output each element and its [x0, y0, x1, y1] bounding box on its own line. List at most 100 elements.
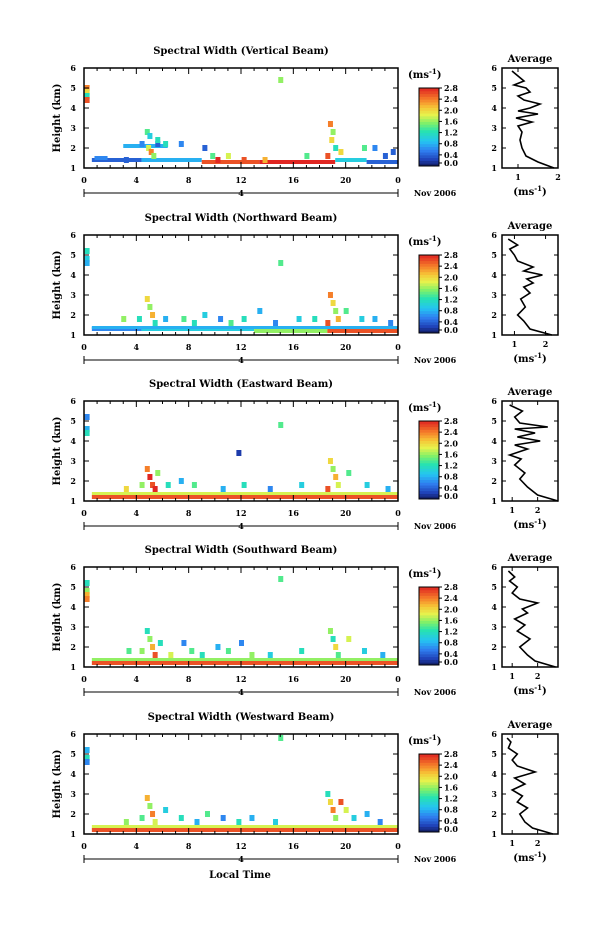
- data-cell: [152, 320, 158, 326]
- colorbar-segment: [419, 129, 439, 134]
- colorbar-segment: [419, 645, 439, 649]
- profile-frame: [501, 234, 559, 336]
- colorbar-segment: [419, 268, 439, 273]
- colorbar-segment: [419, 280, 439, 284]
- colorbar-segment: [419, 319, 439, 323]
- data-cell: [218, 316, 224, 322]
- profile-title: Average: [507, 54, 553, 65]
- date-tick-label: 4: [238, 355, 244, 365]
- data-cell: [338, 149, 344, 155]
- colorbar-segment: [419, 257, 439, 262]
- colorbar-segment: [419, 299, 439, 303]
- profile-line: [507, 238, 553, 336]
- data-cell: [84, 596, 90, 602]
- panel-5: Spectral Width (Westward Beam)123456Heig…: [52, 712, 559, 864]
- colorbar-segment: [419, 767, 439, 772]
- profile-line: [511, 70, 555, 169]
- colorbar-segment: [419, 143, 439, 147]
- data-cell: [333, 644, 339, 650]
- x-tick-label: 12: [235, 841, 246, 851]
- data-cell: [121, 316, 127, 322]
- data-band: [91, 492, 398, 495]
- data-cell: [215, 157, 221, 163]
- profile-x-tick-label: 2: [535, 671, 541, 681]
- x-tick-label: 0: [395, 841, 401, 851]
- data-cell: [84, 248, 90, 254]
- date-label: Nov 2006: [414, 854, 457, 864]
- data-cell: [84, 89, 90, 95]
- colorbar-segment: [419, 620, 439, 624]
- data-cell: [299, 648, 305, 654]
- data-cell: [278, 422, 284, 428]
- y-tick-label: 5: [70, 582, 76, 592]
- colorbar-tick-label: 2.4: [444, 427, 458, 437]
- colorbar-tick-label: 0.4: [444, 649, 458, 659]
- data-cell: [377, 819, 383, 825]
- colorbar-tick-label: 2.0: [444, 604, 458, 614]
- colorbar-tick-label: 1.6: [444, 283, 458, 293]
- x-tick-label: 20: [340, 175, 352, 185]
- data-cell: [296, 316, 302, 322]
- plot-frame: [83, 67, 399, 169]
- colorbar-tick-label: 2.0: [444, 105, 458, 115]
- profile-y-tick-label: 1: [491, 330, 497, 340]
- colorbar-tick-label: 2.4: [444, 261, 458, 271]
- colorbar-segment: [419, 820, 439, 825]
- x-tick-label: 0: [81, 175, 87, 185]
- data-cell: [390, 149, 396, 155]
- x-tick-label: 8: [186, 841, 192, 851]
- colorbar-segment: [419, 617, 439, 621]
- data-cell: [225, 153, 231, 159]
- data-cell: [147, 133, 153, 139]
- data-cell: [220, 815, 226, 821]
- colorbar-segment: [419, 454, 439, 458]
- data-cell: [194, 819, 200, 825]
- data-cell: [165, 482, 171, 488]
- colorbar-segment: [419, 598, 439, 602]
- colorbar-segment: [419, 770, 439, 774]
- panel-1: Spectral Width (Vertical Beam)123456Heig…: [52, 46, 561, 198]
- colorbar-segment: [419, 140, 439, 145]
- colorbar-segment: [419, 101, 439, 106]
- data-cell: [163, 316, 169, 322]
- data-band: [201, 160, 260, 164]
- profile-y-tick-label: 3: [491, 789, 497, 799]
- profile-y-tick-label: 5: [491, 582, 497, 592]
- data-cell: [335, 482, 341, 488]
- profile-x-tick-label: 2: [535, 505, 541, 515]
- colorbar-unit: (ms-1): [408, 733, 441, 747]
- colorbar-segment: [419, 826, 439, 830]
- data-cell: [126, 648, 132, 654]
- colorbar-segment: [419, 121, 439, 125]
- data-cell: [361, 145, 367, 151]
- data-cell: [273, 320, 279, 326]
- colorbar-segment: [419, 759, 439, 763]
- data-cell: [139, 648, 145, 654]
- data-cell: [327, 458, 333, 464]
- colorbar-tick-label: 0.4: [444, 150, 458, 160]
- x-tick-label: 0: [395, 508, 401, 518]
- colorbar-segment: [419, 432, 439, 436]
- plot-frame: [83, 234, 399, 336]
- data-cell: [325, 153, 331, 159]
- colorbar-tick-label: 0.8: [444, 638, 458, 648]
- data-cell: [155, 470, 161, 476]
- colorbar-segment: [419, 603, 439, 607]
- colorbar-tick-label: 0.0: [444, 657, 458, 667]
- panel-title: Spectral Width (Westward Beam): [148, 712, 335, 723]
- colorbar-segment: [419, 260, 439, 264]
- data-cell: [139, 482, 145, 488]
- colorbar-segment: [419, 321, 439, 326]
- colorbar-segment: [419, 421, 439, 425]
- colorbar-tick-label: 1.6: [444, 615, 458, 625]
- data-cell: [139, 815, 145, 821]
- data-cell: [215, 644, 221, 650]
- colorbar-segment: [419, 310, 439, 314]
- data-cell: [155, 137, 161, 143]
- data-cell: [335, 652, 341, 658]
- colorbar-segment: [419, 612, 439, 616]
- profile-frame: [501, 400, 559, 502]
- profile-line: [507, 570, 556, 668]
- data-cell: [327, 292, 333, 298]
